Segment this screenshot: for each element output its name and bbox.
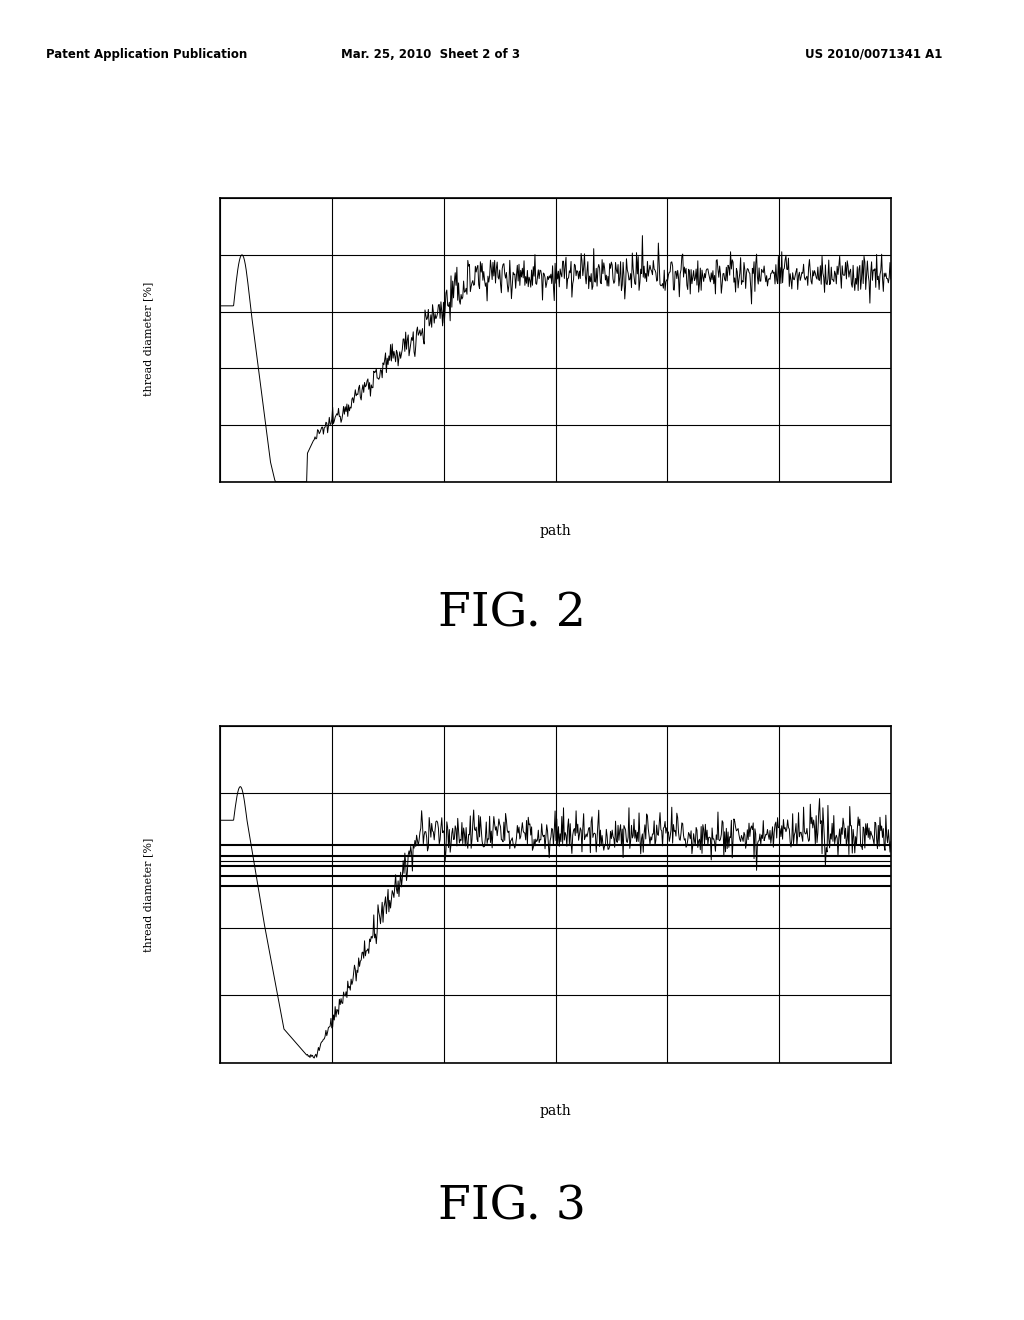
Text: path: path [539,524,571,537]
Text: FIG. 2: FIG. 2 [438,591,586,636]
Text: Mar. 25, 2010  Sheet 2 of 3: Mar. 25, 2010 Sheet 2 of 3 [341,48,519,61]
Text: FIG. 3: FIG. 3 [438,1184,586,1229]
Text: thread diameter [%]: thread diameter [%] [143,838,154,952]
Text: path: path [539,1105,571,1118]
Text: thread diameter [%]: thread diameter [%] [143,282,154,396]
Text: Patent Application Publication: Patent Application Publication [46,48,248,61]
Text: US 2010/0071341 A1: US 2010/0071341 A1 [805,48,942,61]
